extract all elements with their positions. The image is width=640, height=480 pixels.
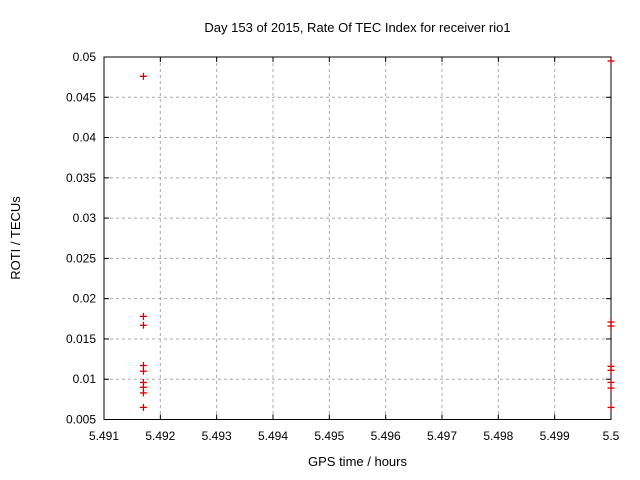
y-tick-label: 0.045 — [66, 90, 96, 104]
y-tick-label: 0.03 — [73, 211, 97, 225]
chart-title: Day 153 of 2015, Rate Of TEC Index for r… — [204, 20, 511, 35]
x-tick-label: 5.492 — [145, 429, 175, 443]
x-tick-label: 5.495 — [314, 429, 344, 443]
y-tick-label: 0.005 — [66, 413, 96, 427]
y-tick-label: 0.05 — [73, 50, 97, 64]
x-tick-label: 5.5 — [603, 429, 620, 443]
y-tick-label: 0.04 — [73, 131, 97, 145]
plot-border — [103, 56, 612, 420]
y-tick-label: 0.015 — [66, 332, 96, 346]
x-tick-label: 5.496 — [371, 429, 401, 443]
y-tick-label: 0.025 — [66, 251, 96, 265]
y-tick-label: 0.035 — [66, 171, 96, 185]
x-axis-label: GPS time / hours — [308, 454, 407, 469]
y-tick-label: 0.01 — [73, 372, 97, 386]
x-tick-label: 5.493 — [202, 429, 232, 443]
x-tick-label: 5.491 — [89, 429, 119, 443]
x-tick-label: 5.494 — [258, 429, 288, 443]
x-tick-label: 5.498 — [483, 429, 513, 443]
x-tick-label: 5.497 — [427, 429, 457, 443]
x-tick-label: 5.499 — [540, 429, 570, 443]
y-tick-label: 0.02 — [73, 292, 97, 306]
